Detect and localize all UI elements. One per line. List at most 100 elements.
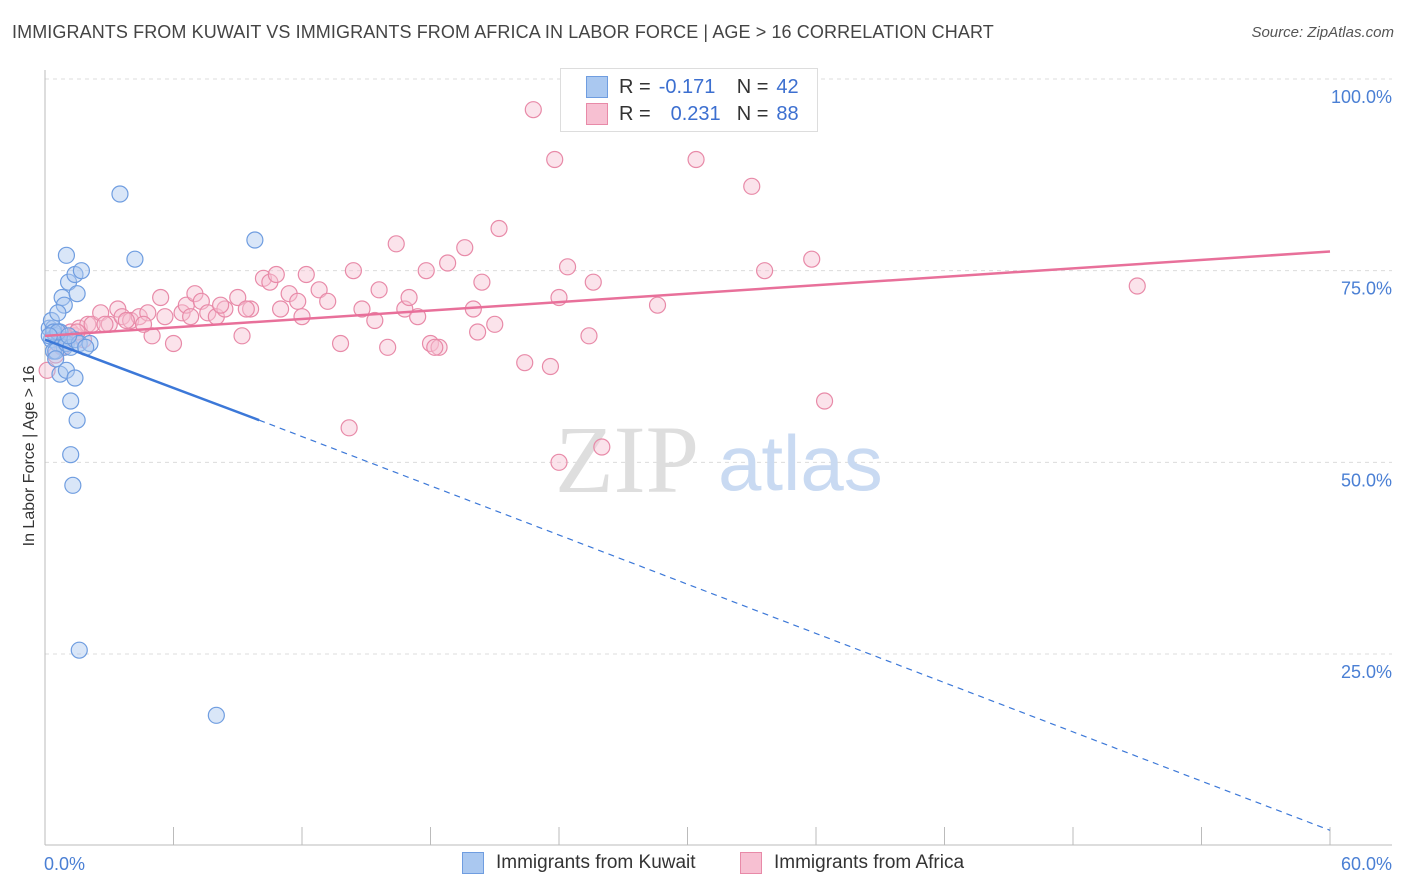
- data-point-africa: [755, 262, 774, 280]
- axes: [44, 70, 1392, 846]
- data-point-africa: [237, 300, 255, 318]
- watermark-atlas: atlas: [718, 419, 883, 507]
- data-point-africa: [550, 453, 568, 471]
- data-point-kuwait: [126, 250, 144, 268]
- legend-label-kuwait: Immigrants from Kuwait: [496, 852, 696, 873]
- data-point-africa: [593, 438, 611, 456]
- legend-row-kuwait: R = -0.171 N = 42: [586, 74, 799, 100]
- r-label: R =: [619, 75, 651, 98]
- data-point-kuwait: [62, 446, 80, 464]
- data-point-africa: [400, 288, 418, 307]
- data-point-africa: [541, 357, 560, 376]
- data-point-africa: [439, 254, 457, 272]
- legend-swatch-africa: [740, 852, 762, 874]
- data-point-africa: [152, 288, 170, 307]
- data-point-africa: [516, 354, 534, 372]
- data-point-kuwait: [72, 262, 91, 280]
- legend-swatch-kuwait: [586, 76, 608, 98]
- data-point-africa: [648, 296, 667, 314]
- data-point-kuwait: [207, 706, 225, 724]
- data-point-africa: [319, 292, 337, 310]
- data-point-africa: [558, 258, 577, 276]
- data-point-africa: [486, 315, 504, 333]
- data-point-africa: [229, 288, 247, 307]
- data-point-africa: [310, 281, 328, 299]
- data-point-africa: [117, 311, 135, 330]
- data-point-africa: [212, 296, 230, 314]
- data-point-kuwait: [246, 231, 264, 249]
- data-point-africa: [267, 265, 285, 284]
- series-africa-points: [38, 101, 1146, 471]
- correlation-legend: R = -0.171 N = 42 R = 0.231 N = 88: [560, 68, 818, 132]
- data-point-africa: [426, 338, 444, 356]
- data-point-africa: [546, 150, 564, 169]
- r-value-africa: 0.231: [670, 102, 721, 125]
- x-tick-label: 0.0%: [44, 854, 85, 874]
- data-point-kuwait: [64, 476, 82, 494]
- data-point-africa: [242, 300, 260, 318]
- data-point-kuwait: [68, 285, 86, 303]
- trend-line-kuwait: [44, 338, 260, 422]
- data-point-africa: [182, 308, 200, 326]
- data-point-africa: [344, 262, 362, 280]
- source-attribution: Source: ZipAtlas.com: [1251, 24, 1394, 41]
- n-value-africa: 88: [776, 102, 799, 125]
- data-point-africa: [297, 265, 315, 284]
- data-point-africa: [156, 308, 174, 326]
- n-value-kuwait: 42: [776, 75, 799, 98]
- data-point-kuwait: [111, 185, 129, 203]
- data-point-africa: [164, 334, 183, 353]
- legend-item-kuwait: Immigrants from Kuwait: [462, 852, 696, 874]
- data-point-africa: [584, 273, 602, 291]
- data-point-kuwait: [62, 392, 80, 410]
- series-kuwait-points: [40, 185, 264, 724]
- data-point-africa: [293, 308, 311, 326]
- data-point-africa: [96, 315, 114, 333]
- trend-lines: [44, 250, 1331, 831]
- data-point-africa: [456, 239, 474, 257]
- data-point-africa: [340, 419, 358, 437]
- data-point-africa: [38, 361, 56, 379]
- tick-labels: 25.0% 50.0% 75.0% 100.0% 0.0% 60.0%: [44, 87, 1392, 874]
- data-point-africa: [743, 177, 761, 195]
- y-tick-label: 25.0%: [1341, 662, 1392, 682]
- data-point-africa: [331, 334, 350, 353]
- data-point-africa: [366, 311, 384, 330]
- data-point-africa: [815, 392, 834, 410]
- grid-lines: [45, 78, 1392, 655]
- data-point-kuwait: [57, 246, 76, 264]
- r-label: R =: [619, 102, 651, 125]
- legend-item-africa: Immigrants from Africa: [740, 852, 964, 874]
- x-tick-label: 60.0%: [1341, 854, 1392, 874]
- legend-swatch-kuwait: [462, 852, 484, 874]
- data-point-africa: [271, 300, 290, 318]
- y-tick-label: 100.0%: [1331, 87, 1392, 107]
- n-label: N =: [736, 102, 769, 125]
- data-point-kuwait: [70, 641, 88, 659]
- data-point-africa: [289, 292, 307, 310]
- data-point-africa: [473, 273, 491, 291]
- data-point-africa: [379, 338, 397, 356]
- legend-row-africa: R = 0.231 N = 88: [586, 101, 799, 127]
- data-point-kuwait: [68, 411, 86, 429]
- data-point-africa: [490, 219, 508, 238]
- y-axis-label: In Labor Force | Age > 16: [21, 366, 38, 547]
- legend-label-africa: Immigrants from Africa: [774, 852, 965, 873]
- data-point-africa: [1128, 277, 1146, 295]
- data-point-africa: [233, 327, 251, 345]
- data-point-africa: [387, 235, 405, 253]
- data-point-africa: [122, 311, 140, 330]
- data-point-africa: [353, 300, 371, 318]
- data-point-africa: [524, 101, 542, 119]
- r-value-kuwait: -0.171: [658, 75, 716, 98]
- data-point-africa: [430, 338, 448, 356]
- y-tick-label: 75.0%: [1341, 279, 1392, 299]
- data-point-africa: [687, 150, 705, 169]
- data-point-africa: [469, 323, 487, 341]
- data-point-kuwait: [66, 369, 84, 387]
- n-label: N =: [736, 75, 769, 98]
- data-point-kuwait: [49, 304, 67, 322]
- trend-line-africa: [44, 250, 1331, 338]
- watermark-zip: ZIP: [555, 406, 699, 513]
